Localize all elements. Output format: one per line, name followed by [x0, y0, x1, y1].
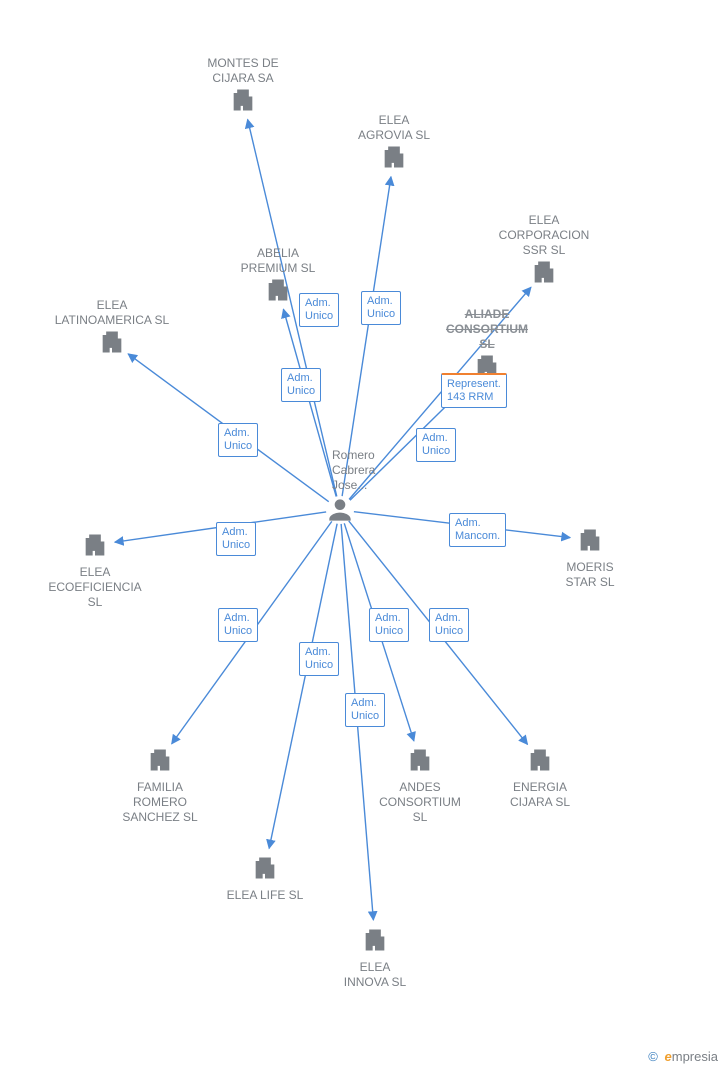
company-label: ELEA INNOVA SL: [315, 960, 435, 990]
edge-label: Adm.Unico: [361, 291, 401, 325]
person-label: RomeroCabreraJose...: [332, 448, 375, 493]
company-label: MONTES DE CIJARA SA: [183, 56, 303, 86]
company-node[interactable]: ELEA LATINOAMERICA SL: [52, 296, 172, 360]
building-icon: [229, 86, 257, 114]
building-icon: [146, 746, 174, 774]
building-icon: [406, 746, 434, 774]
edge-label: Adm.Unico: [299, 293, 339, 327]
network-diagram: MONTES DE CIJARA SA ELEA AGROVIA SL ELEA…: [0, 0, 728, 1070]
company-node[interactable]: ELEA AGROVIA SL: [334, 111, 454, 175]
edge-line: [283, 309, 336, 496]
company-node[interactable]: ELEA LIFE SL: [205, 854, 325, 903]
company-label: ABELIA PREMIUM SL: [218, 246, 338, 276]
company-node[interactable]: ELEA CORPORACION SSR SL: [484, 211, 604, 290]
edge-label: Represent.143 RRM: [441, 373, 507, 408]
company-node[interactable]: ELEA ECOEFICIENCIA SL: [35, 531, 155, 610]
building-icon: [98, 328, 126, 356]
company-node[interactable]: FAMILIA ROMERO SANCHEZ SL: [100, 746, 220, 825]
edge-label: Adm.Unico: [416, 428, 456, 462]
edge-label: Adm.Mancom.: [449, 513, 506, 547]
edge-label: Adm.Unico: [218, 608, 258, 642]
edge-label: Adm.Unico: [299, 642, 339, 676]
brand-rest: mpresia: [672, 1049, 718, 1064]
company-label: ENERGIA CIJARA SL: [480, 780, 600, 810]
building-icon: [264, 276, 292, 304]
building-icon: [81, 531, 109, 559]
footer-copyright: © empresia: [648, 1049, 718, 1064]
copyright-symbol: ©: [648, 1049, 658, 1064]
building-icon: [576, 526, 604, 554]
edge-line: [269, 524, 337, 849]
building-icon: [530, 258, 558, 286]
company-label: ELEA CORPORACION SSR SL: [484, 213, 604, 258]
company-label: FAMILIA ROMERO SANCHEZ SL: [100, 780, 220, 825]
company-label: ELEA LATINOAMERICA SL: [52, 298, 172, 328]
company-label: ALIADE CONSORTIUM SL: [427, 307, 547, 352]
company-node[interactable]: ENERGIA CIJARA SL: [480, 746, 600, 810]
edge-label: Adm.Unico: [216, 522, 256, 556]
company-node[interactable]: ELEA INNOVA SL: [315, 926, 435, 990]
person-node[interactable]: [324, 494, 356, 530]
company-label: ELEA AGROVIA SL: [334, 113, 454, 143]
edge-label: Adm.Unico: [369, 608, 409, 642]
company-node[interactable]: MOERIS STAR SL: [530, 526, 650, 590]
company-label: MOERIS STAR SL: [530, 560, 650, 590]
building-icon: [361, 926, 389, 954]
company-node[interactable]: ANDES CONSORTIUM SL: [360, 746, 480, 825]
company-label: ANDES CONSORTIUM SL: [360, 780, 480, 825]
building-icon: [251, 854, 279, 882]
person-icon: [324, 494, 356, 526]
company-label: ELEA ECOEFICIENCIA SL: [35, 565, 155, 610]
building-icon: [526, 746, 554, 774]
company-label: ELEA LIFE SL: [205, 888, 325, 903]
edge-label: Adm.Unico: [345, 693, 385, 727]
building-icon: [380, 143, 408, 171]
edge-label: Adm.Unico: [218, 423, 258, 457]
edge-label: Adm.Unico: [429, 608, 469, 642]
company-node[interactable]: MONTES DE CIJARA SA: [183, 54, 303, 118]
edge-label: Adm.Unico: [281, 368, 321, 402]
brand-first-letter: e: [665, 1049, 672, 1064]
